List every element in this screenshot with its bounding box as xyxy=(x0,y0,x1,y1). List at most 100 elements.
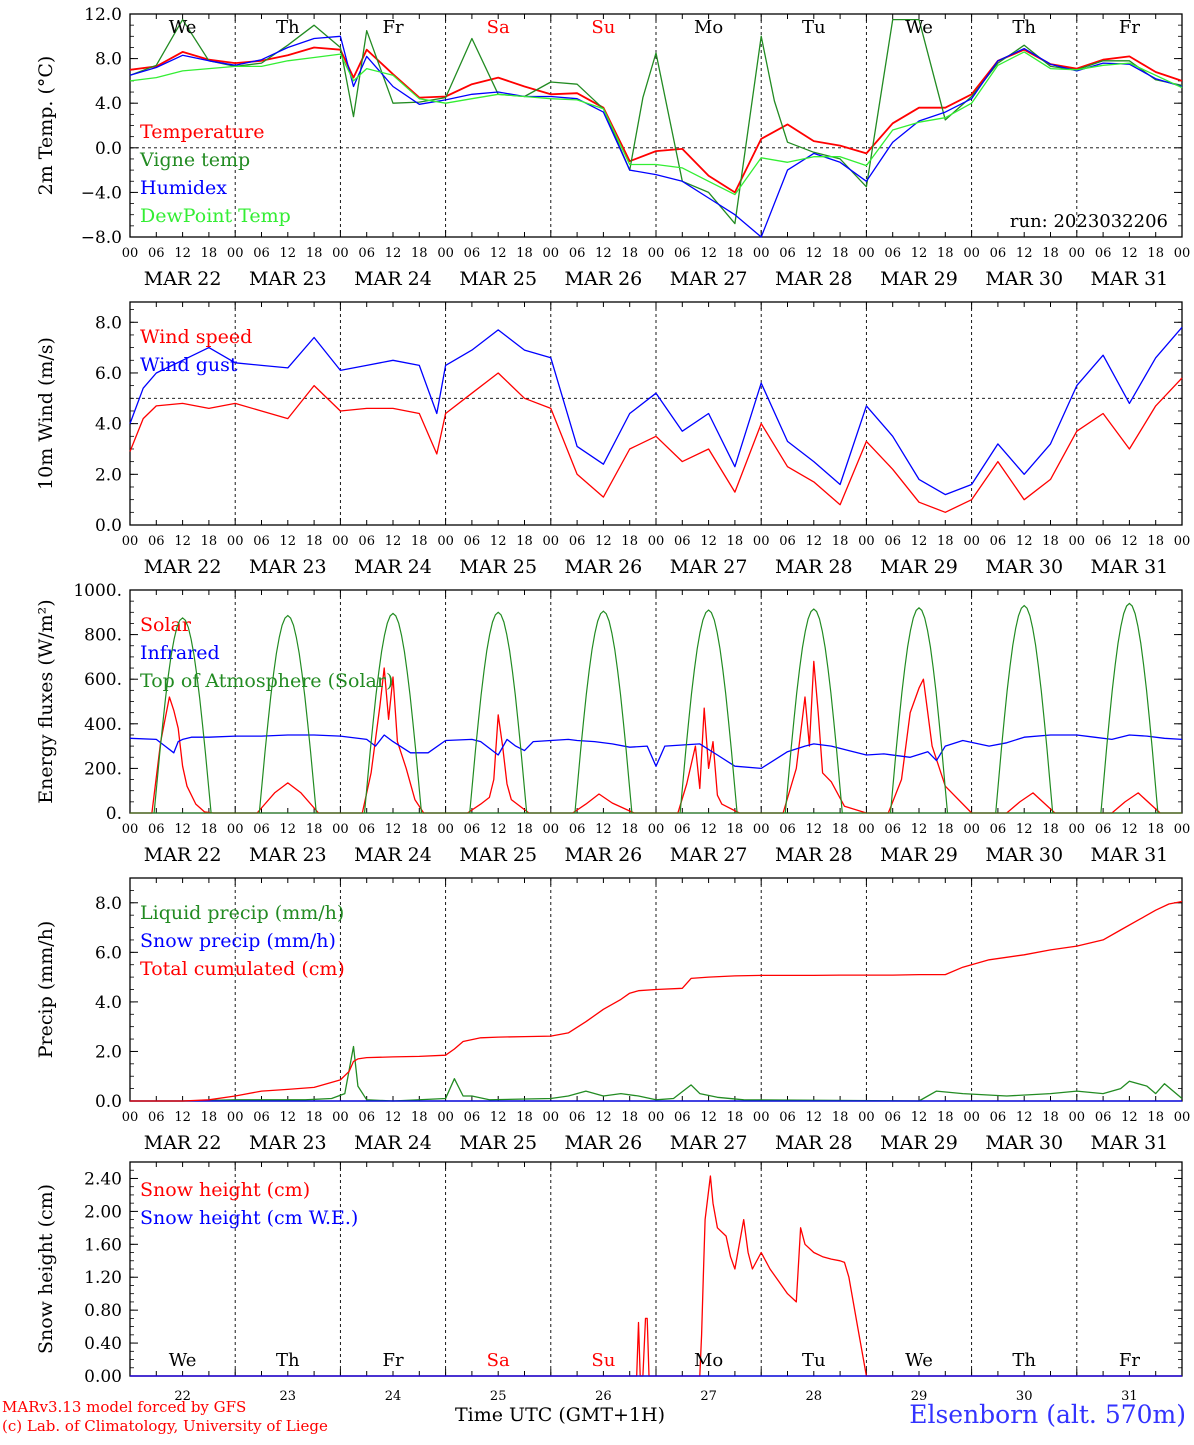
plot-frame xyxy=(129,301,1183,526)
date-label: MAR 31 xyxy=(1091,268,1169,290)
hour-tick-label: 06 xyxy=(674,246,691,261)
day-name: Mo xyxy=(694,1350,723,1371)
hour-tick-label: 00 xyxy=(753,534,770,549)
legend-entry: Total cumulated (cm) xyxy=(140,958,345,980)
legend-entry: Snow height (cm) xyxy=(140,1179,310,1201)
date-label: MAR 23 xyxy=(249,1132,327,1154)
series-line-vigne-temp xyxy=(129,18,1183,225)
hour-tick-label: 18 xyxy=(1042,534,1059,549)
hour-tick-label: 00 xyxy=(648,822,665,837)
hour-tick-label: 00 xyxy=(858,246,875,261)
y-tick-label: 0.0 xyxy=(95,139,122,159)
hour-tick-label: 00 xyxy=(1174,1110,1191,1125)
hour-tick-label: 18 xyxy=(937,534,954,549)
hour-tick-label: 12 xyxy=(1016,822,1033,837)
hour-tick-label: 00 xyxy=(437,1110,454,1125)
hour-tick-label: 06 xyxy=(253,534,270,549)
panel-5: 0.00 0.40 0.80 1.20 1.60 2.00 2.40 Snow height … xyxy=(35,1161,1183,1404)
day-name: Fr xyxy=(382,17,403,38)
date-label: MAR 28 xyxy=(775,844,853,866)
hour-tick-label: 12 xyxy=(280,1110,297,1125)
hour-tick-label: 00 xyxy=(437,534,454,549)
hour-tick-label: 18 xyxy=(516,246,533,261)
hour-tick-label: 06 xyxy=(464,1110,481,1125)
panel-4: 0.0 2.0 4.0 6.0 8.0 Precip (mm/h) Liquid preci… xyxy=(35,877,1191,1154)
date-label: MAR 25 xyxy=(459,844,537,866)
hour-tick-label: 12 xyxy=(806,246,823,261)
hour-tick-label: 06 xyxy=(884,534,901,549)
hour-tick-label: 12 xyxy=(385,534,402,549)
date-label: MAR 24 xyxy=(354,556,432,578)
hour-tick-label: 12 xyxy=(174,534,191,549)
legend-entry: Top of Atmosphere (Solar) xyxy=(140,670,393,692)
series-line-infrared xyxy=(129,734,1183,770)
series-line-solar xyxy=(130,660,1182,814)
hour-tick-label: 06 xyxy=(990,534,1007,549)
y-axis-label: Precip (mm/h) xyxy=(35,921,57,1059)
day-name: Fr xyxy=(382,1350,403,1371)
y-tick-label: 0.00 xyxy=(84,1367,122,1387)
day-number: 25 xyxy=(490,1389,507,1404)
hour-tick-label: 18 xyxy=(411,246,428,261)
hour-tick-label: 12 xyxy=(1016,1110,1033,1125)
hour-tick-label: 06 xyxy=(464,822,481,837)
hour-tick-label: 06 xyxy=(1095,822,1112,837)
y-tick-label: 2.00 xyxy=(84,1202,122,1222)
hour-tick-label: 00 xyxy=(227,1110,244,1125)
hour-tick-label: 12 xyxy=(490,822,507,837)
hour-tick-label: 12 xyxy=(911,246,928,261)
hour-tick-label: 18 xyxy=(832,1110,849,1125)
date-label: MAR 31 xyxy=(1091,1132,1169,1154)
series-line-total-cumulated-cm- xyxy=(130,900,1183,1102)
hour-tick-label: 12 xyxy=(490,1110,507,1125)
hour-tick-label: 00 xyxy=(858,1110,875,1125)
y-tick-label: 0. xyxy=(106,804,122,824)
hour-tick-label: 00 xyxy=(332,246,349,261)
hour-tick-label: 18 xyxy=(516,822,533,837)
x-axis-title: Time UTC (GMT+1H) xyxy=(455,1404,666,1426)
hour-tick-label: 06 xyxy=(358,1110,375,1125)
hour-tick-label: 06 xyxy=(569,822,586,837)
legend-entry: Snow height (cm W.E.) xyxy=(140,1207,358,1229)
day-name: Th xyxy=(1012,17,1036,38)
hour-tick-label: 12 xyxy=(490,534,507,549)
date-label: MAR 22 xyxy=(144,556,222,578)
hour-tick-label: 00 xyxy=(543,1110,560,1125)
hour-tick-label: 18 xyxy=(621,1110,638,1125)
series-line-liquid-precip-mm-h- xyxy=(130,1045,1183,1102)
hour-tick-label: 18 xyxy=(832,822,849,837)
date-label: MAR 24 xyxy=(354,268,432,290)
y-tick-label: 0.0 xyxy=(95,1092,122,1112)
hour-tick-label: 12 xyxy=(700,246,717,261)
hour-tick-label: 12 xyxy=(700,534,717,549)
day-name: Th xyxy=(1012,1350,1036,1371)
day-name: Tu xyxy=(802,17,826,38)
date-label: MAR 25 xyxy=(459,556,537,578)
legend-entry: Humidex xyxy=(140,177,227,199)
hour-tick-label: 00 xyxy=(753,822,770,837)
hour-tick-label: 06 xyxy=(884,246,901,261)
hour-tick-label: 18 xyxy=(516,1110,533,1125)
date-label: MAR 27 xyxy=(670,268,748,290)
hour-tick-label: 06 xyxy=(148,246,165,261)
hour-tick-label: 00 xyxy=(543,822,560,837)
hour-tick-label: 06 xyxy=(990,1110,1007,1125)
y-tick-label: −4.0 xyxy=(81,183,122,203)
hour-tick-label: 12 xyxy=(595,534,612,549)
hour-tick-label: 06 xyxy=(884,822,901,837)
date-label: MAR 23 xyxy=(249,556,327,578)
hour-tick-label: 00 xyxy=(1069,246,1086,261)
hour-tick-label: 06 xyxy=(779,534,796,549)
hour-tick-label: 06 xyxy=(253,822,270,837)
hour-tick-label: 18 xyxy=(1147,1110,1164,1125)
day-name: Th xyxy=(276,17,300,38)
date-label: MAR 30 xyxy=(985,1132,1063,1154)
hour-tick-label: 12 xyxy=(1016,246,1033,261)
day-name: We xyxy=(169,1350,197,1371)
hour-tick-label: 06 xyxy=(253,246,270,261)
hour-tick-label: 00 xyxy=(753,1110,770,1125)
hour-tick-label: 12 xyxy=(280,246,297,261)
day-name: Su xyxy=(591,1350,615,1371)
y-tick-label: 8.0 xyxy=(95,50,122,70)
date-label: MAR 28 xyxy=(775,556,853,578)
